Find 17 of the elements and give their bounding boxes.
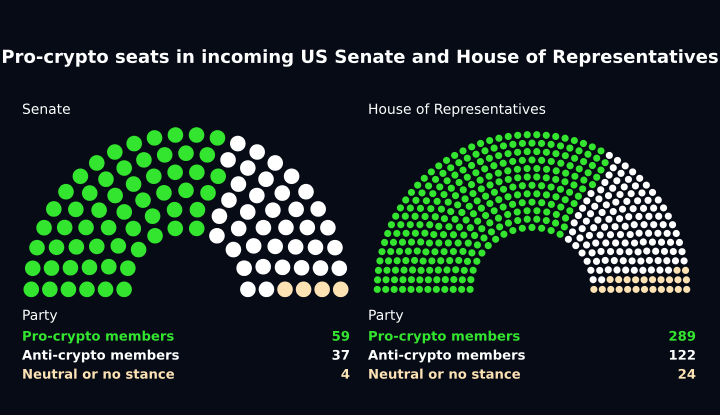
text: Pro-crypto seats in incoming US Senate and House of Representatives: [2, 49, 718, 67]
category-label: Anti-crypto members: [22, 350, 179, 362]
text: Senate: [22, 104, 70, 114]
data-label: 37: [332, 350, 349, 360]
category-label: Neutral or no stance: [23, 368, 174, 379]
category-label: Anti-crypto members: [368, 350, 525, 362]
category-label: Pro-crypto members: [369, 330, 520, 344]
category-label: Neutral or no stance: [369, 368, 520, 379]
data-label: 24: [678, 368, 696, 379]
category-label: Pro-crypto members: [23, 330, 174, 344]
data-label: 4: [341, 369, 350, 379]
data-label: 59: [332, 330, 350, 341]
data-label: 289: [670, 330, 696, 341]
legend-title: Party: [23, 310, 58, 323]
data-label: 122: [670, 350, 695, 360]
legend-title: Party: [369, 310, 404, 323]
text: House of Representatives: [369, 103, 546, 117]
